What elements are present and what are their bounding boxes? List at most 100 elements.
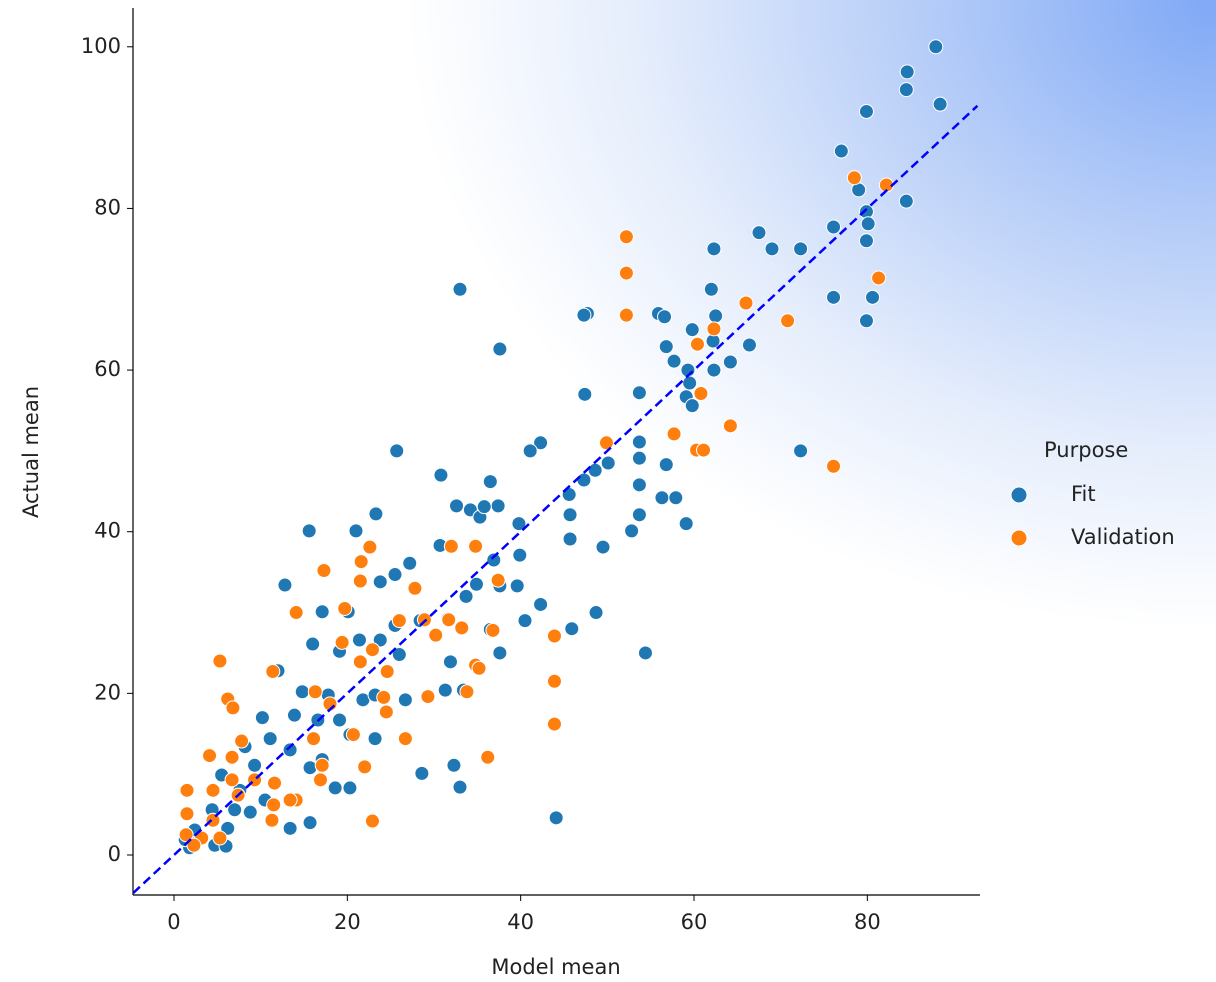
point	[452, 281, 468, 297]
point	[367, 731, 383, 747]
point	[449, 498, 465, 514]
point	[357, 759, 373, 775]
x-tick-label: 40	[507, 910, 534, 934]
point	[379, 664, 395, 680]
point	[533, 435, 549, 451]
y-tick-label: 20	[94, 680, 121, 704]
point	[546, 716, 562, 732]
x-tick-label: 80	[854, 910, 881, 934]
point	[234, 733, 250, 749]
point	[898, 193, 914, 209]
point	[420, 689, 436, 705]
point	[684, 398, 700, 414]
point	[227, 802, 243, 818]
point	[546, 628, 562, 644]
point	[654, 490, 670, 506]
point	[454, 620, 470, 636]
point	[764, 241, 780, 257]
point	[389, 443, 405, 459]
point	[458, 588, 474, 604]
point	[562, 507, 578, 523]
point	[751, 225, 767, 241]
point	[179, 782, 195, 798]
point	[471, 660, 487, 676]
point	[631, 450, 647, 466]
point	[282, 820, 298, 836]
y-tick-label: 100	[81, 34, 121, 58]
point	[490, 572, 506, 588]
point	[224, 772, 240, 788]
y-axis-label: Actual mean	[19, 386, 43, 518]
point	[858, 103, 874, 119]
point	[722, 354, 738, 370]
point	[266, 797, 282, 813]
point	[468, 538, 484, 554]
point	[486, 552, 502, 568]
point	[282, 742, 298, 758]
point	[242, 804, 258, 820]
point	[306, 731, 322, 747]
point	[286, 707, 302, 723]
legend-title: Purpose	[1044, 438, 1128, 462]
point	[492, 645, 508, 661]
point	[833, 143, 849, 159]
point	[305, 636, 321, 652]
point	[352, 654, 368, 670]
point	[225, 700, 241, 716]
point	[342, 780, 358, 796]
point	[186, 837, 202, 853]
point	[548, 810, 564, 826]
point	[562, 531, 578, 547]
x-tick-label: 60	[681, 910, 708, 934]
point	[414, 765, 430, 781]
point	[364, 813, 380, 829]
point	[288, 605, 304, 621]
point	[348, 523, 364, 539]
point	[533, 596, 549, 612]
point	[706, 321, 722, 337]
point	[522, 443, 538, 459]
point	[312, 772, 328, 788]
y-tick-label: 80	[94, 195, 121, 219]
point	[459, 684, 475, 700]
point	[378, 704, 394, 720]
point	[928, 39, 944, 55]
point	[391, 613, 407, 629]
point	[793, 443, 809, 459]
legend-label: Validation	[1071, 525, 1175, 549]
legend-label: Fit	[1071, 482, 1096, 506]
point	[932, 96, 948, 112]
point	[689, 336, 705, 352]
point	[262, 731, 278, 747]
point	[684, 322, 700, 338]
point	[706, 241, 722, 257]
point	[407, 580, 423, 596]
point	[314, 604, 330, 620]
point	[678, 516, 694, 532]
point	[368, 506, 384, 522]
point	[577, 386, 593, 402]
point	[267, 775, 283, 791]
legend-marker	[1010, 529, 1028, 547]
point	[443, 538, 459, 554]
point	[706, 362, 722, 378]
point	[598, 435, 614, 451]
point	[387, 567, 403, 583]
point	[468, 576, 484, 592]
point	[637, 645, 653, 661]
point	[826, 289, 842, 305]
point	[657, 309, 673, 325]
point	[334, 634, 350, 650]
point	[314, 757, 330, 773]
point	[576, 472, 592, 488]
point	[741, 337, 757, 353]
point	[442, 654, 458, 670]
point	[546, 673, 562, 689]
point	[205, 782, 221, 798]
point	[202, 748, 218, 764]
point	[345, 727, 361, 743]
point	[595, 539, 611, 555]
point	[337, 600, 353, 616]
point	[858, 313, 874, 329]
